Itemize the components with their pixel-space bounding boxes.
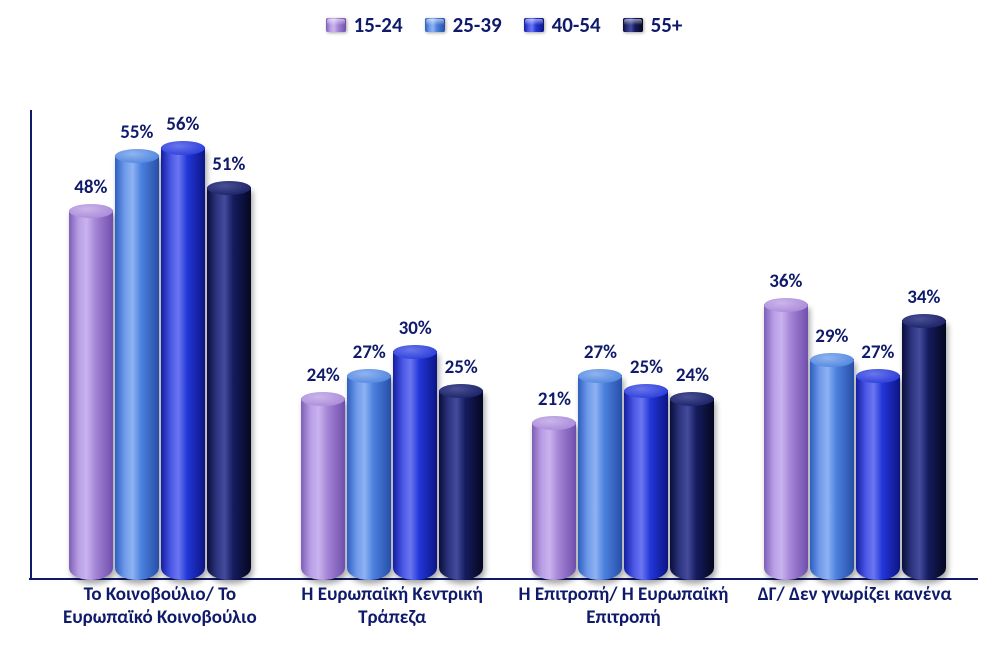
- legend-item: 25-39: [425, 12, 502, 38]
- bar-cap: [69, 204, 113, 218]
- data-label: 30%: [399, 317, 432, 340]
- bar-body: [301, 398, 345, 580]
- data-label: 56%: [166, 113, 199, 136]
- legend-item: 40-54: [524, 12, 601, 38]
- bar-body: [764, 304, 808, 580]
- bars-row: 48%55%56%51%: [51, 141, 269, 580]
- bar-body: [624, 390, 668, 580]
- data-label: 25%: [445, 356, 478, 379]
- data-label: 24%: [307, 364, 340, 387]
- bar-group: 48%55%56%51%: [51, 110, 269, 580]
- bar: 30%: [393, 345, 437, 580]
- bar-body: [69, 210, 113, 580]
- bar-body: [810, 359, 854, 580]
- data-label: 24%: [676, 364, 709, 387]
- data-label: 27%: [584, 341, 617, 364]
- bar: 29%: [810, 353, 854, 580]
- bar-cap: [810, 353, 854, 367]
- bar: 27%: [856, 369, 900, 581]
- bar-body: [578, 375, 622, 581]
- legend-swatch: [326, 18, 346, 32]
- legend-swatch: [425, 18, 445, 32]
- legend-label: 40-54: [552, 12, 601, 38]
- bar-cap: [301, 392, 345, 406]
- bar-cap: [207, 181, 251, 195]
- data-label: 34%: [907, 286, 940, 309]
- bar-body: [393, 351, 437, 580]
- data-label: 29%: [815, 325, 848, 348]
- bar-cap: [532, 416, 576, 430]
- bar-body: [856, 375, 900, 581]
- bar-body: [347, 375, 391, 581]
- legend-label: 15-24: [354, 12, 403, 38]
- category-label: Το Κοινοβούλιο/ Το Ευρωπαϊκό Κοινοβούλιο: [51, 584, 269, 630]
- bar: 24%: [301, 392, 345, 580]
- legend-swatch: [524, 18, 544, 32]
- bar-body: [161, 147, 205, 580]
- legend-item: 15-24: [326, 12, 403, 38]
- category-label: ΔΓ/ Δεν γνωρίζει κανένα: [746, 584, 964, 607]
- legend-item: 55+: [623, 12, 683, 38]
- bar: 55%: [115, 149, 159, 580]
- bar-groups: 48%55%56%51%24%27%30%25%21%27%25%24%36%2…: [30, 110, 978, 580]
- bars-row: 21%27%25%24%: [514, 369, 732, 581]
- data-label: 55%: [120, 121, 153, 144]
- chart-container: { "chart": { "type": "bar", "style": "3d…: [0, 0, 1008, 661]
- legend-swatch: [623, 18, 643, 32]
- category-label: Η Επιτροπή/ Η Ευρωπαϊκή Επιτροπή: [514, 584, 732, 630]
- bars-row: 36%29%27%34%: [746, 298, 964, 580]
- bar-cap: [578, 369, 622, 383]
- bars-row: 24%27%30%25%: [283, 345, 501, 580]
- legend-label: 25-39: [453, 12, 502, 38]
- bar: 56%: [161, 141, 205, 580]
- bar: 51%: [207, 181, 251, 581]
- bar-group: 21%27%25%24%: [514, 110, 732, 580]
- bar: 27%: [347, 369, 391, 581]
- data-label: 21%: [538, 388, 571, 411]
- bar-body: [439, 390, 483, 580]
- data-label: 27%: [861, 341, 894, 364]
- bar-body: [670, 398, 714, 580]
- bar: 25%: [439, 384, 483, 580]
- data-label: 36%: [769, 270, 802, 293]
- bar-body: [532, 422, 576, 581]
- plot-area: 48%55%56%51%24%27%30%25%21%27%25%24%36%2…: [30, 110, 978, 580]
- bar-group: 24%27%30%25%: [283, 110, 501, 580]
- category-label: Η Ευρωπαϊκή Κεντρική Τράπεζα: [283, 584, 501, 630]
- bar-cap: [393, 345, 437, 359]
- bar-cap: [902, 314, 946, 328]
- bar: 27%: [578, 369, 622, 581]
- bar: 34%: [902, 314, 946, 580]
- bar-cap: [764, 298, 808, 312]
- bar-group: 36%29%27%34%: [746, 110, 964, 580]
- bar: 21%: [532, 416, 576, 581]
- bar-cap: [856, 369, 900, 383]
- bar: 25%: [624, 384, 668, 580]
- data-label: 51%: [212, 153, 245, 176]
- data-label: 27%: [353, 341, 386, 364]
- bar: 48%: [69, 204, 113, 580]
- bar: 36%: [764, 298, 808, 580]
- bar-body: [207, 187, 251, 581]
- bar-body: [902, 320, 946, 580]
- bar-body: [115, 155, 159, 580]
- bar: 24%: [670, 392, 714, 580]
- bar-cap: [347, 369, 391, 383]
- legend-label: 55+: [651, 12, 683, 38]
- data-label: 48%: [74, 176, 107, 199]
- data-label: 25%: [630, 356, 663, 379]
- legend: 15-24 25-39 40-54 55+: [0, 12, 1008, 38]
